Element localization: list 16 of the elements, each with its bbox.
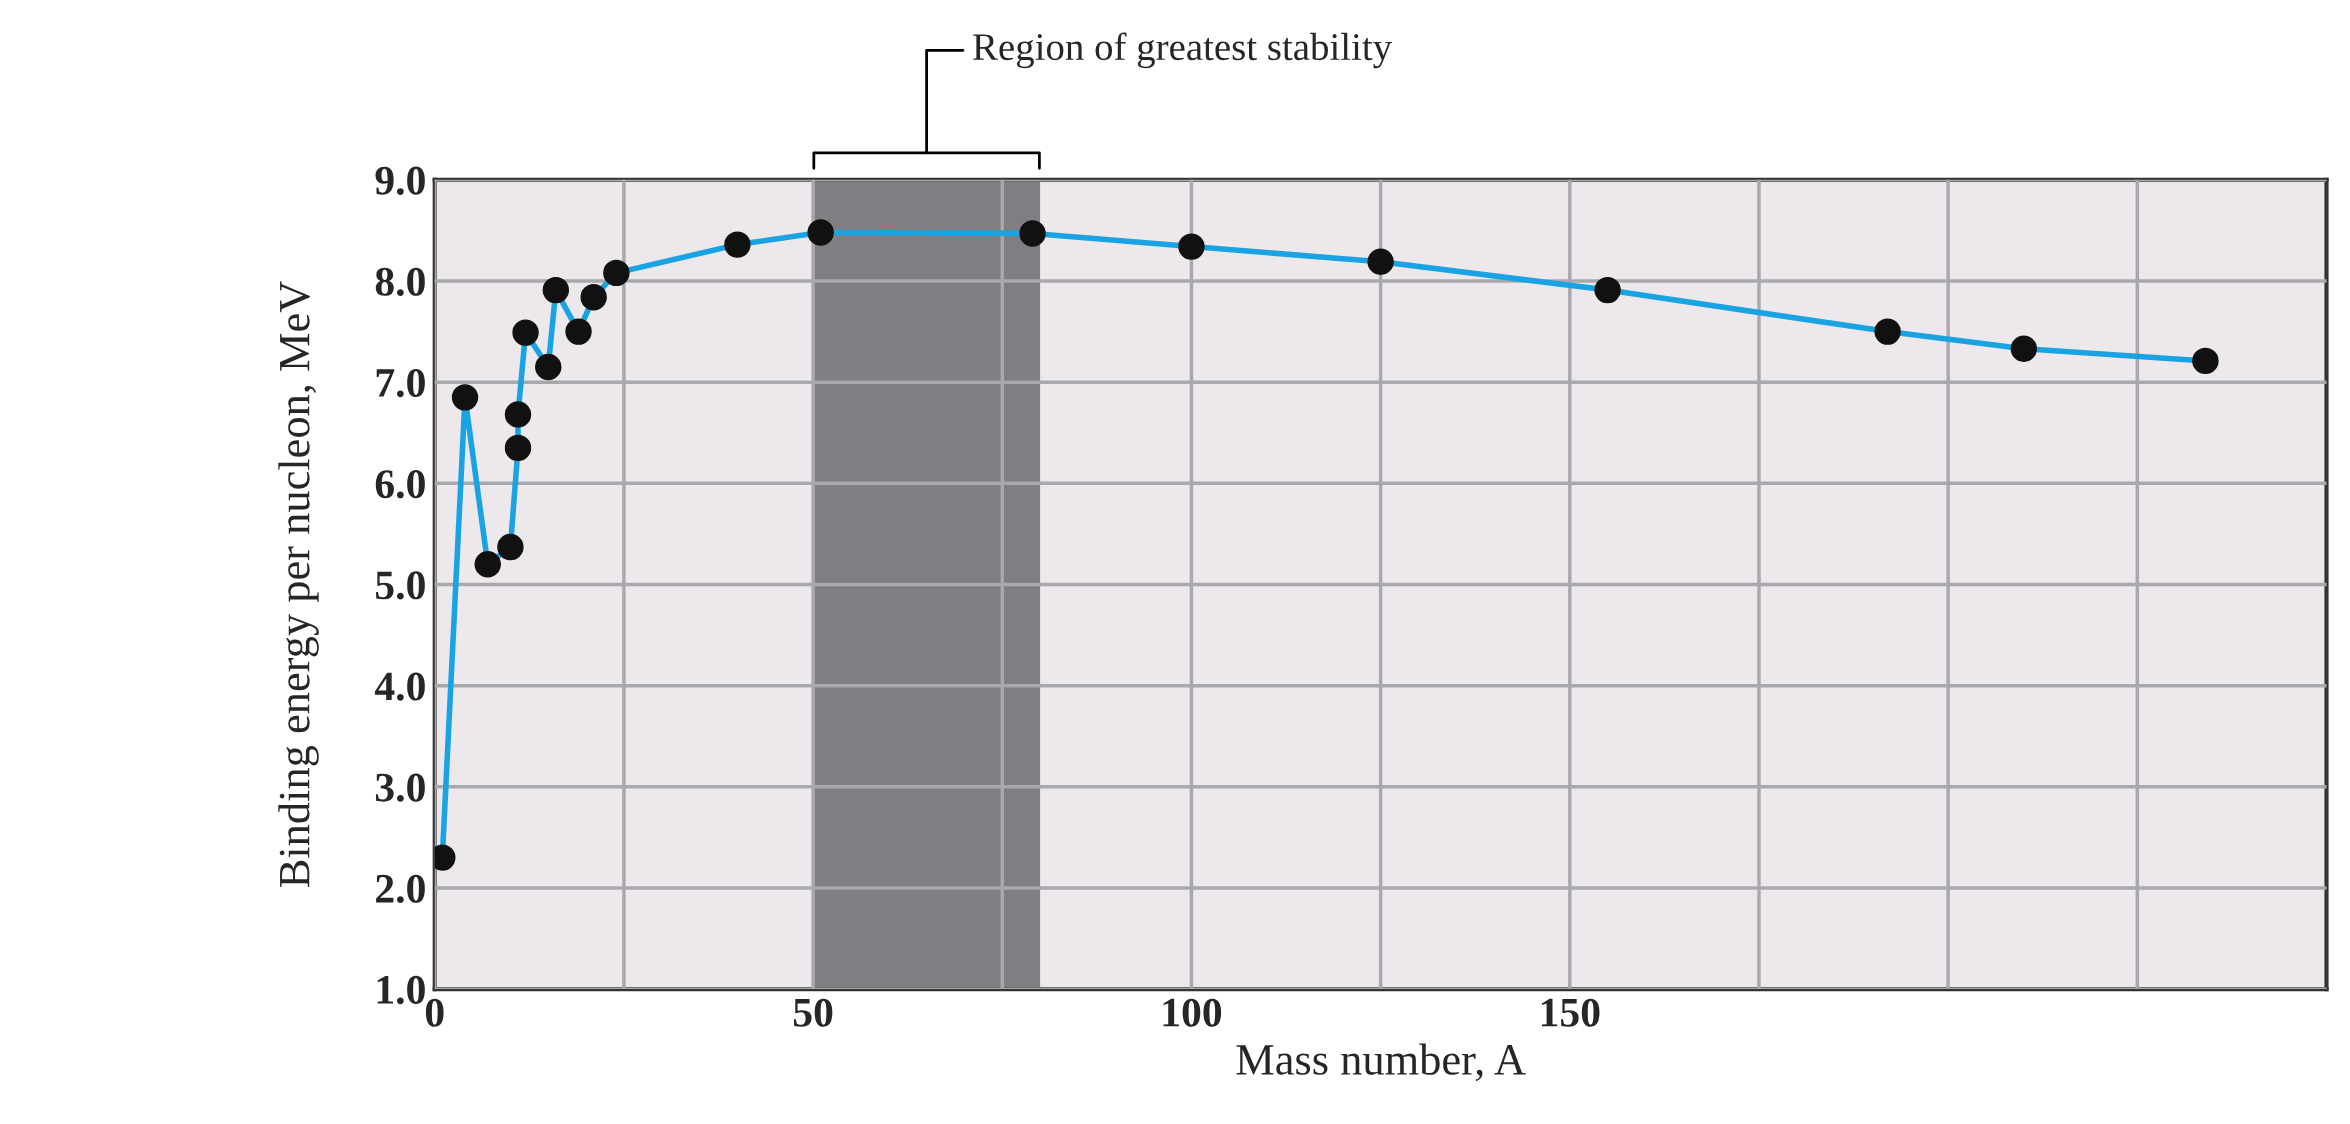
x-tick-label: 150 bbox=[1541, 998, 1600, 1027]
band-label: Region of greatest stability bbox=[973, 32, 1392, 69]
y-tick-label: 8.0 bbox=[375, 267, 425, 297]
y-tick-label: 7.0 bbox=[376, 368, 425, 398]
x-tick-label: 0 bbox=[425, 998, 444, 1027]
y-axis-title: Binding energy per nucleon, MeV bbox=[278, 281, 319, 888]
y-tick-label: 2.0 bbox=[376, 874, 425, 904]
y-tick-label: 1.0 bbox=[377, 975, 425, 1005]
y-tick-label: 3.0 bbox=[375, 773, 425, 802]
y-tick-label: 4.0 bbox=[374, 672, 425, 701]
y-tick-label: 5.0 bbox=[376, 571, 425, 600]
y-tick-label: 9.0 bbox=[375, 166, 425, 195]
x-tick-label: 100 bbox=[1163, 998, 1222, 1027]
x-tick-label: 50 bbox=[793, 998, 833, 1027]
x-axis-title: Mass number, A bbox=[1236, 1043, 1526, 1082]
y-tick-label: 6.0 bbox=[375, 470, 425, 499]
